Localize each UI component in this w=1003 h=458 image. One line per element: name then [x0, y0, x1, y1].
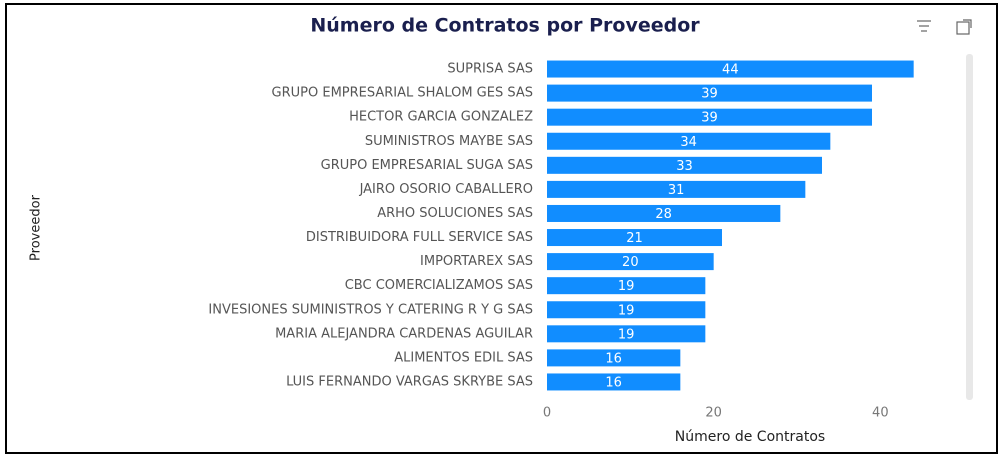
value-label: 39: [701, 87, 718, 102]
bar: [547, 84, 872, 102]
bar: [547, 60, 914, 78]
y-tick-label: SUMINISTROS MAYBE SAS: [365, 134, 533, 149]
bar: [547, 204, 781, 222]
bar: [547, 277, 706, 295]
bar: [547, 373, 681, 391]
y-tick-label: CBC COMERCIALIZAMOS SAS: [345, 278, 533, 293]
y-tick-label: ARHO SOLUCIONES SAS: [377, 206, 533, 221]
filter-icon[interactable]: [917, 20, 931, 32]
y-tick-label: HECTOR GARCIA GONZALEZ: [349, 110, 533, 125]
value-label: 19: [618, 303, 635, 318]
value-label: 16: [605, 375, 622, 390]
y-tick-label: DISTRIBUIDORA FULL SERVICE SAS: [306, 230, 533, 245]
bar: [547, 229, 722, 247]
x-tick-label: 0: [543, 406, 551, 421]
bar: [547, 325, 706, 343]
bar: [547, 108, 872, 126]
value-label: 31: [668, 183, 685, 198]
value-label: 28: [655, 207, 672, 222]
bar: [547, 253, 714, 271]
bar: [547, 349, 681, 367]
bar: [547, 180, 806, 198]
y-tick-label: GRUPO EMPRESARIAL SHALOM GES SAS: [272, 86, 533, 101]
value-label: 34: [680, 135, 697, 150]
y-tick-label: GRUPO EMPRESARIAL SUGA SAS: [321, 158, 533, 173]
x-tick-label: 40: [872, 406, 889, 421]
y-tick-label: JAIRO OSORIO CABALLERO: [359, 182, 533, 197]
value-label: 20: [622, 255, 639, 270]
y-tick-label: INVESIONES SUMINISTROS Y CATERING R Y G …: [208, 302, 533, 317]
frame: [5, 3, 998, 454]
y-tick-label: LUIS FERNANDO VARGAS SKRYBE SAS: [286, 374, 533, 389]
y-tick-label: MARIA ALEJANDRA CARDENAS AGUILAR: [275, 326, 533, 341]
value-label: 44: [722, 63, 739, 78]
y-tick-label: SUPRISA SAS: [447, 62, 533, 77]
bar: [547, 156, 822, 174]
y-axis-label: Proveedor: [29, 194, 44, 261]
value-label: 33: [676, 159, 693, 174]
chart-title: Número de Contratos por Proveedor: [310, 15, 700, 37]
value-label: 19: [618, 279, 635, 294]
value-label: 16: [605, 351, 622, 366]
bar: [547, 301, 706, 319]
scrollbar[interactable]: [966, 54, 973, 400]
x-tick-label: 20: [705, 406, 722, 421]
y-tick-label: IMPORTAREX SAS: [420, 254, 533, 269]
value-label: 21: [626, 231, 643, 246]
bar: [547, 132, 831, 150]
value-label: 19: [618, 327, 635, 342]
y-tick-label: ALIMENTOS EDIL SAS: [394, 350, 533, 365]
value-label: 39: [701, 111, 718, 126]
expand-icon[interactable]: [956, 19, 972, 35]
x-axis-label: Número de Contratos: [675, 429, 825, 445]
